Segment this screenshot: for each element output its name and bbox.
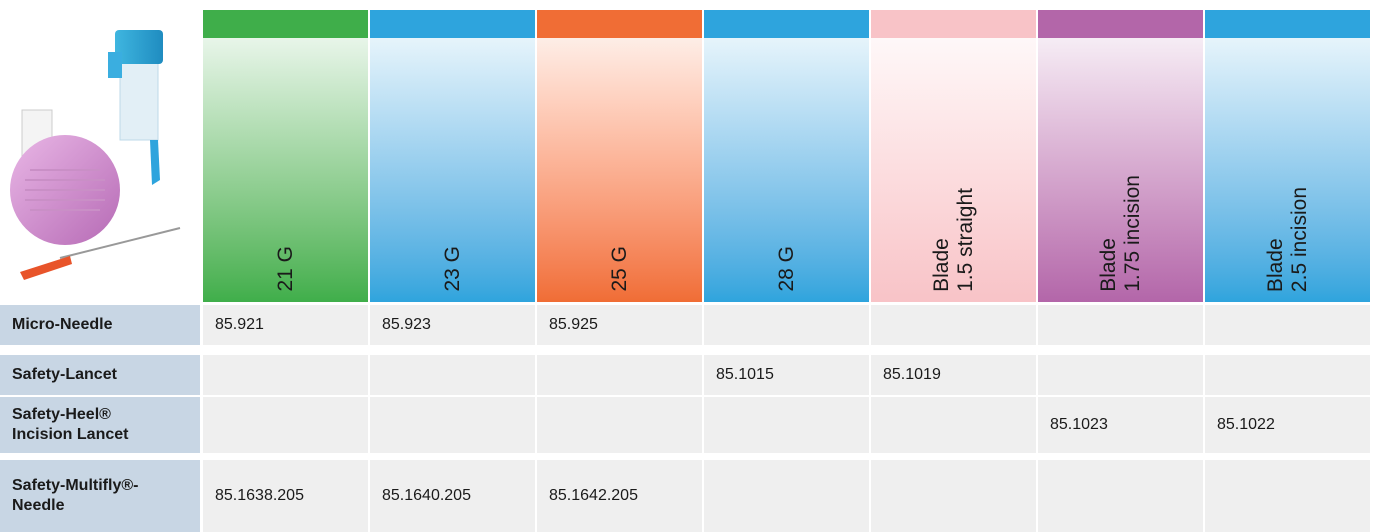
table-cell: 85.1638.205: [203, 460, 368, 532]
header-label-line: 25 G: [608, 246, 632, 292]
header-bar: [704, 10, 869, 38]
row-label: Safety-Lancet: [0, 355, 200, 395]
row-label-line: Incision Lancet: [12, 425, 200, 445]
table-cell: [1205, 355, 1370, 395]
header-label-line: 2.5 incision: [1288, 187, 1312, 292]
header-bar: [370, 10, 535, 38]
table-cell: 85.923: [370, 305, 535, 345]
table-cell: [871, 460, 1036, 532]
row-label-line: Safety-Heel®: [12, 405, 200, 425]
header-bar: [1205, 10, 1370, 38]
header-bar: [537, 10, 702, 38]
header-label-line: 21 G: [274, 246, 298, 292]
table-cell: [537, 397, 702, 453]
table-cell: [1038, 305, 1203, 345]
row-label: Safety-Heel®Incision Lancet: [0, 397, 200, 453]
header-label-line: 1.75 incision: [1121, 175, 1145, 292]
table-cell: [1038, 355, 1203, 395]
table-cell: 85.921: [203, 305, 368, 345]
row-label-line: Safety-Lancet: [12, 365, 200, 385]
table-cell: [370, 355, 535, 395]
row-label: Safety-Multifly®-Needle: [0, 460, 200, 532]
table-cell: [704, 460, 869, 532]
table-cell: [1038, 460, 1203, 532]
header-cell: 23 G: [370, 38, 535, 302]
header-cell: 28 G: [704, 38, 869, 302]
header-label-line: 23 G: [441, 246, 465, 292]
table-cell: 85.1642.205: [537, 460, 702, 532]
header-label-line: Blade: [1097, 175, 1121, 292]
table-cell: 85.1019: [871, 355, 1036, 395]
header-bar: [1038, 10, 1203, 38]
header-label-line: Blade: [1264, 187, 1288, 292]
table-cell: [1205, 305, 1370, 345]
table-cell: [537, 355, 702, 395]
header-label-line: 1.5 straight: [954, 188, 978, 292]
header-label-line: 28 G: [775, 246, 799, 292]
table-cell: [704, 305, 869, 345]
header-bar: [203, 10, 368, 38]
row-label-line: Micro-Needle: [12, 315, 200, 335]
table-cell: [370, 397, 535, 453]
table-cell: 85.925: [537, 305, 702, 345]
row-label: Micro-Needle: [0, 305, 200, 345]
row-label-line: Needle: [12, 496, 200, 516]
table-cell: 85.1640.205: [370, 460, 535, 532]
header-bar: [871, 10, 1036, 38]
table-cell: 85.1022: [1205, 397, 1370, 453]
table-cell: [704, 397, 869, 453]
header-label: 28 G: [775, 246, 799, 292]
header-label: 25 G: [608, 246, 632, 292]
table-cell: [203, 355, 368, 395]
product-image: [0, 0, 200, 300]
table-cell: [203, 397, 368, 453]
table-cell: [871, 397, 1036, 453]
table-cell: 85.1015: [704, 355, 869, 395]
row-label-line: Safety-Multifly®-: [12, 476, 200, 496]
table-cell: [1205, 460, 1370, 532]
table-cell: [871, 305, 1036, 345]
header-cell: 25 G: [537, 38, 702, 302]
table-cell: 85.1023: [1038, 397, 1203, 453]
header-label: 21 G: [274, 246, 298, 292]
header-label-line: Blade: [930, 188, 954, 292]
header-cell: 21 G: [203, 38, 368, 302]
header-label: 23 G: [441, 246, 465, 292]
product-table: 21 G23 G25 G28 GBlade1.5 straightBlade1.…: [0, 0, 1373, 532]
